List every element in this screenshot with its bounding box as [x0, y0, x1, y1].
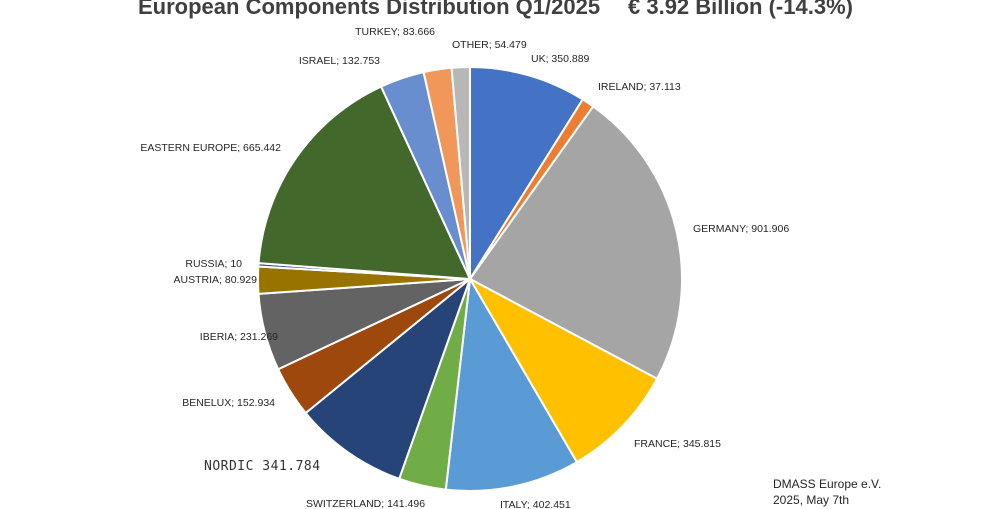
pie-slices [257, 65, 683, 492]
slice-label-switzerland: SWITZERLAND; 141.496 [306, 498, 425, 509]
source-line-organization: DMASS Europe e.V. [773, 477, 881, 491]
slice-label-nordic: NORDIC 341.784 [204, 459, 321, 474]
slice-label-france: FRANCE; 345.815 [634, 438, 721, 450]
pie-slice-uk [469, 66, 584, 280]
pie-slice-france [469, 278, 659, 464]
slice-label-uk: UK; 350.889 [531, 53, 590, 65]
pie-slice-germany [469, 105, 683, 380]
slice-label-ireland: IRELAND; 37.113 [598, 81, 681, 93]
slice-label-germany: GERMANY; 901.906 [693, 223, 789, 235]
slice-label-austria: AUSTRIA; 80.929 [174, 274, 258, 286]
slice-label-iberia: IBERIA; 231.269 [200, 331, 278, 343]
slice-label-israel: ISRAEL; 132.753 [299, 55, 380, 67]
slice-label-eastern-europe: EASTERN EUROPE; 665.442 [140, 142, 281, 154]
slice-label-other: OTHER; 54.479 [452, 39, 527, 51]
slice-label-italy: ITALY; 402.451 [500, 499, 571, 509]
source-line-date: 2025, May 7th [773, 493, 849, 507]
pie-slice-nordic [304, 278, 471, 480]
slice-label-russia: RUSSIA; 10 [185, 258, 242, 270]
pie-slice-other [450, 65, 471, 280]
pie-slice-italy [444, 278, 578, 492]
slice-label-benelux: BENELUX; 152.934 [182, 397, 275, 409]
slice-label-turkey: TURKEY; 83.666 [355, 26, 435, 38]
chart-total-label: € 3.92 Billion (-14.3%) [628, 0, 853, 19]
pie-slice-eastern-europe [257, 85, 471, 280]
chart-title: European Components Distribution Q1/2025 [138, 0, 600, 19]
slice-labels: UK; 350.889 IRELAND; 37.113 GERMANY; 901… [140, 26, 789, 509]
